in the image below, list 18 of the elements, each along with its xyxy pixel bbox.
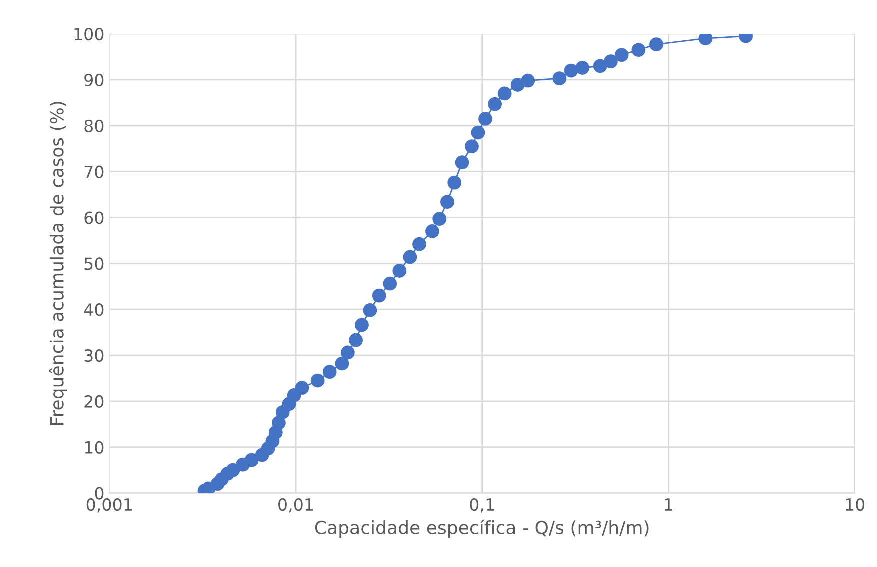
y-tick-label: 30 — [84, 349, 104, 362]
x-tick-label: 0,1 — [470, 498, 494, 513]
y-tick-label: 60 — [84, 212, 104, 224]
y-tick-label: 20 — [84, 395, 104, 408]
x-tick-label: 0,001 — [86, 498, 132, 513]
x-tick-label: 10 — [846, 498, 865, 512]
y-tick-label: 70 — [84, 166, 104, 178]
y-axis-title: Frequência acumulada de casos (%) — [49, 102, 68, 426]
y-tick-label: 40 — [84, 304, 104, 316]
x-tick-label: 1 — [665, 498, 672, 511]
y-tick-label: 0 — [95, 487, 104, 500]
y-tick-label: 50 — [84, 258, 104, 270]
y-tick-label: 10 — [85, 441, 104, 454]
x-axis-title: Capacidade específica - Q/s (m³/h/m) — [315, 520, 649, 538]
y-tick-label: 80 — [84, 120, 104, 132]
y-tick-label: 100 — [74, 28, 104, 41]
y-tick-label: 90 — [84, 74, 104, 87]
x-tick-label: 0,01 — [278, 498, 314, 513]
